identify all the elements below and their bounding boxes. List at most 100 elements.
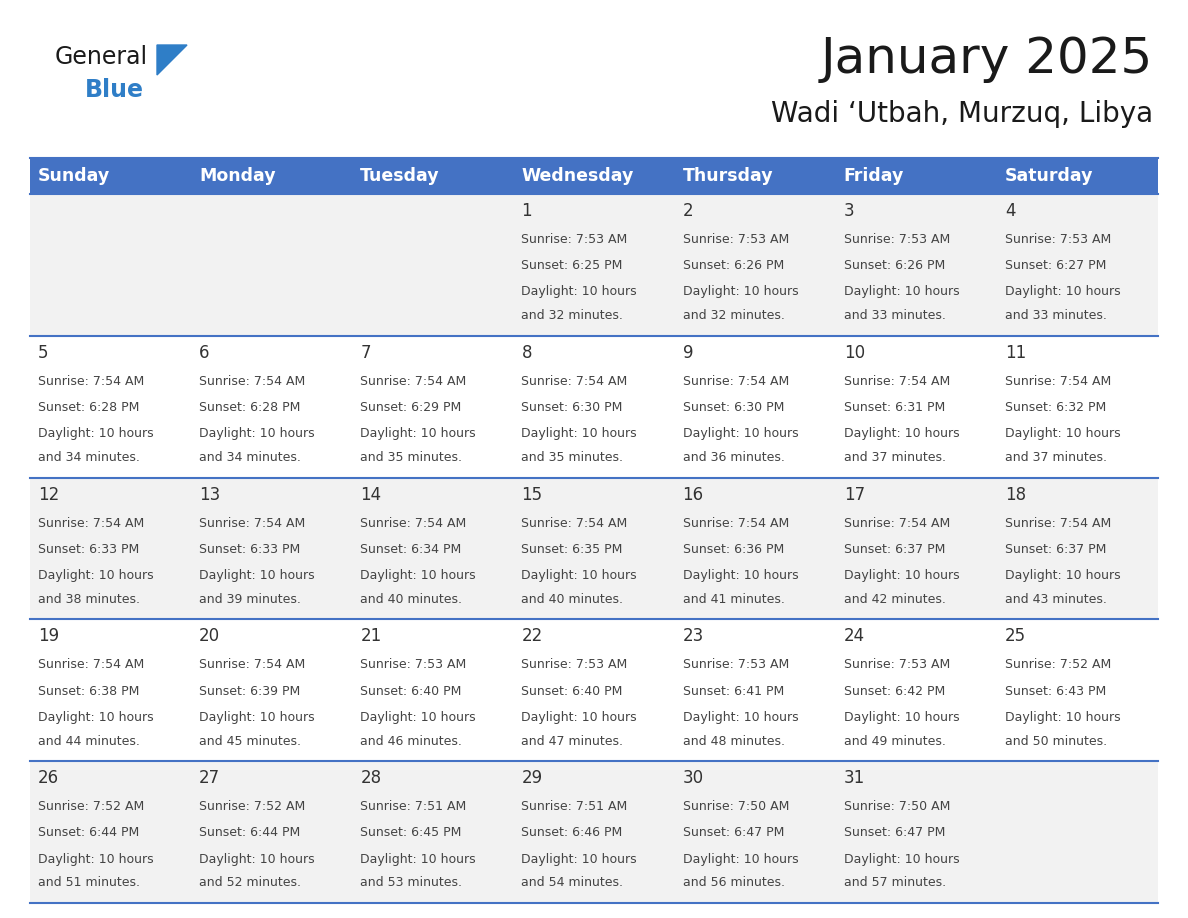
Text: Sunrise: 7:53 AM: Sunrise: 7:53 AM <box>1005 233 1111 246</box>
Text: January 2025: January 2025 <box>821 35 1154 83</box>
Text: Daylight: 10 hours: Daylight: 10 hours <box>683 427 798 440</box>
Text: 26: 26 <box>38 769 59 788</box>
Text: and 32 minutes.: and 32 minutes. <box>683 309 784 322</box>
Text: and 54 minutes.: and 54 minutes. <box>522 877 624 890</box>
Text: Sunset: 6:45 PM: Sunset: 6:45 PM <box>360 826 462 839</box>
Text: and 52 minutes.: and 52 minutes. <box>200 877 301 890</box>
Text: 21: 21 <box>360 627 381 645</box>
Text: Sunset: 6:26 PM: Sunset: 6:26 PM <box>683 259 784 272</box>
Text: Sunrise: 7:52 AM: Sunrise: 7:52 AM <box>1005 658 1111 671</box>
Text: Daylight: 10 hours: Daylight: 10 hours <box>360 427 476 440</box>
Text: and 32 minutes.: and 32 minutes. <box>522 309 624 322</box>
Bar <box>30 158 1158 194</box>
Text: and 33 minutes.: and 33 minutes. <box>1005 309 1107 322</box>
Text: Sunrise: 7:54 AM: Sunrise: 7:54 AM <box>38 517 144 530</box>
Text: Sunrise: 7:53 AM: Sunrise: 7:53 AM <box>843 233 950 246</box>
Text: Sunset: 6:40 PM: Sunset: 6:40 PM <box>360 685 462 698</box>
Text: Sunset: 6:25 PM: Sunset: 6:25 PM <box>522 259 623 272</box>
Text: 31: 31 <box>843 769 865 788</box>
Text: Sunset: 6:38 PM: Sunset: 6:38 PM <box>38 685 139 698</box>
Text: 1: 1 <box>522 202 532 220</box>
Text: and 38 minutes.: and 38 minutes. <box>38 593 140 606</box>
Text: Sunset: 6:44 PM: Sunset: 6:44 PM <box>38 826 139 839</box>
Bar <box>30 620 1158 761</box>
Text: Wednesday: Wednesday <box>522 167 634 185</box>
Text: Sunset: 6:34 PM: Sunset: 6:34 PM <box>360 543 461 555</box>
Text: and 42 minutes.: and 42 minutes. <box>843 593 946 606</box>
Bar <box>30 761 1158 903</box>
Text: Sunset: 6:37 PM: Sunset: 6:37 PM <box>1005 543 1106 555</box>
Text: and 34 minutes.: and 34 minutes. <box>200 451 301 464</box>
Text: Sunrise: 7:54 AM: Sunrise: 7:54 AM <box>843 375 950 387</box>
Text: 2: 2 <box>683 202 693 220</box>
Text: Blue: Blue <box>86 78 144 102</box>
Text: Sunrise: 7:54 AM: Sunrise: 7:54 AM <box>200 375 305 387</box>
Text: and 35 minutes.: and 35 minutes. <box>522 451 624 464</box>
Text: and 53 minutes.: and 53 minutes. <box>360 877 462 890</box>
Text: Sunday: Sunday <box>38 167 110 185</box>
Text: Sunset: 6:27 PM: Sunset: 6:27 PM <box>1005 259 1106 272</box>
Text: 28: 28 <box>360 769 381 788</box>
Text: Sunset: 6:35 PM: Sunset: 6:35 PM <box>522 543 623 555</box>
Text: Sunset: 6:47 PM: Sunset: 6:47 PM <box>843 826 946 839</box>
Text: 7: 7 <box>360 344 371 362</box>
Text: and 46 minutes.: and 46 minutes. <box>360 734 462 747</box>
Text: Sunrise: 7:54 AM: Sunrise: 7:54 AM <box>1005 375 1111 387</box>
Text: 4: 4 <box>1005 202 1016 220</box>
Text: Sunset: 6:26 PM: Sunset: 6:26 PM <box>843 259 944 272</box>
Text: Sunrise: 7:52 AM: Sunrise: 7:52 AM <box>200 800 305 813</box>
Text: 10: 10 <box>843 344 865 362</box>
Text: Daylight: 10 hours: Daylight: 10 hours <box>360 711 476 723</box>
Text: Sunrise: 7:53 AM: Sunrise: 7:53 AM <box>360 658 467 671</box>
Text: and 47 minutes.: and 47 minutes. <box>522 734 624 747</box>
Text: Daylight: 10 hours: Daylight: 10 hours <box>683 853 798 866</box>
Bar <box>30 194 1158 336</box>
Text: Daylight: 10 hours: Daylight: 10 hours <box>683 711 798 723</box>
Text: Sunset: 6:28 PM: Sunset: 6:28 PM <box>200 401 301 414</box>
Text: Sunrise: 7:50 AM: Sunrise: 7:50 AM <box>683 800 789 813</box>
Text: 8: 8 <box>522 344 532 362</box>
Text: 17: 17 <box>843 486 865 504</box>
Text: and 33 minutes.: and 33 minutes. <box>843 309 946 322</box>
Text: and 35 minutes.: and 35 minutes. <box>360 451 462 464</box>
Text: and 57 minutes.: and 57 minutes. <box>843 877 946 890</box>
Text: Wadi ‘Utbah, Murzuq, Libya: Wadi ‘Utbah, Murzuq, Libya <box>771 100 1154 128</box>
Text: Sunrise: 7:54 AM: Sunrise: 7:54 AM <box>1005 517 1111 530</box>
Text: Sunrise: 7:53 AM: Sunrise: 7:53 AM <box>683 658 789 671</box>
Text: Daylight: 10 hours: Daylight: 10 hours <box>522 711 637 723</box>
Text: Daylight: 10 hours: Daylight: 10 hours <box>843 427 960 440</box>
Text: and 36 minutes.: and 36 minutes. <box>683 451 784 464</box>
Text: 29: 29 <box>522 769 543 788</box>
Text: Sunrise: 7:54 AM: Sunrise: 7:54 AM <box>360 517 467 530</box>
Text: Sunrise: 7:52 AM: Sunrise: 7:52 AM <box>38 800 144 813</box>
Text: Daylight: 10 hours: Daylight: 10 hours <box>1005 285 1120 298</box>
Text: 12: 12 <box>38 486 59 504</box>
Text: Sunrise: 7:54 AM: Sunrise: 7:54 AM <box>38 658 144 671</box>
Text: 27: 27 <box>200 769 220 788</box>
Text: 23: 23 <box>683 627 703 645</box>
Text: 22: 22 <box>522 627 543 645</box>
Text: Sunrise: 7:50 AM: Sunrise: 7:50 AM <box>843 800 950 813</box>
Bar <box>30 477 1158 620</box>
Text: and 50 minutes.: and 50 minutes. <box>1005 734 1107 747</box>
Text: Sunrise: 7:53 AM: Sunrise: 7:53 AM <box>683 233 789 246</box>
Text: Sunset: 6:29 PM: Sunset: 6:29 PM <box>360 401 461 414</box>
Text: and 56 minutes.: and 56 minutes. <box>683 877 784 890</box>
Text: 5: 5 <box>38 344 49 362</box>
Text: Sunrise: 7:53 AM: Sunrise: 7:53 AM <box>522 233 627 246</box>
Text: Daylight: 10 hours: Daylight: 10 hours <box>360 569 476 582</box>
Text: 14: 14 <box>360 486 381 504</box>
Text: Daylight: 10 hours: Daylight: 10 hours <box>683 569 798 582</box>
Text: Daylight: 10 hours: Daylight: 10 hours <box>843 711 960 723</box>
Text: and 37 minutes.: and 37 minutes. <box>843 451 946 464</box>
Text: Sunset: 6:33 PM: Sunset: 6:33 PM <box>200 543 301 555</box>
Text: Sunset: 6:37 PM: Sunset: 6:37 PM <box>843 543 946 555</box>
Text: Sunset: 6:46 PM: Sunset: 6:46 PM <box>522 826 623 839</box>
Text: 16: 16 <box>683 486 703 504</box>
Text: and 34 minutes.: and 34 minutes. <box>38 451 140 464</box>
Text: Daylight: 10 hours: Daylight: 10 hours <box>200 427 315 440</box>
Text: Sunset: 6:44 PM: Sunset: 6:44 PM <box>200 826 301 839</box>
Text: Daylight: 10 hours: Daylight: 10 hours <box>522 853 637 866</box>
Text: 18: 18 <box>1005 486 1026 504</box>
Text: Daylight: 10 hours: Daylight: 10 hours <box>522 427 637 440</box>
